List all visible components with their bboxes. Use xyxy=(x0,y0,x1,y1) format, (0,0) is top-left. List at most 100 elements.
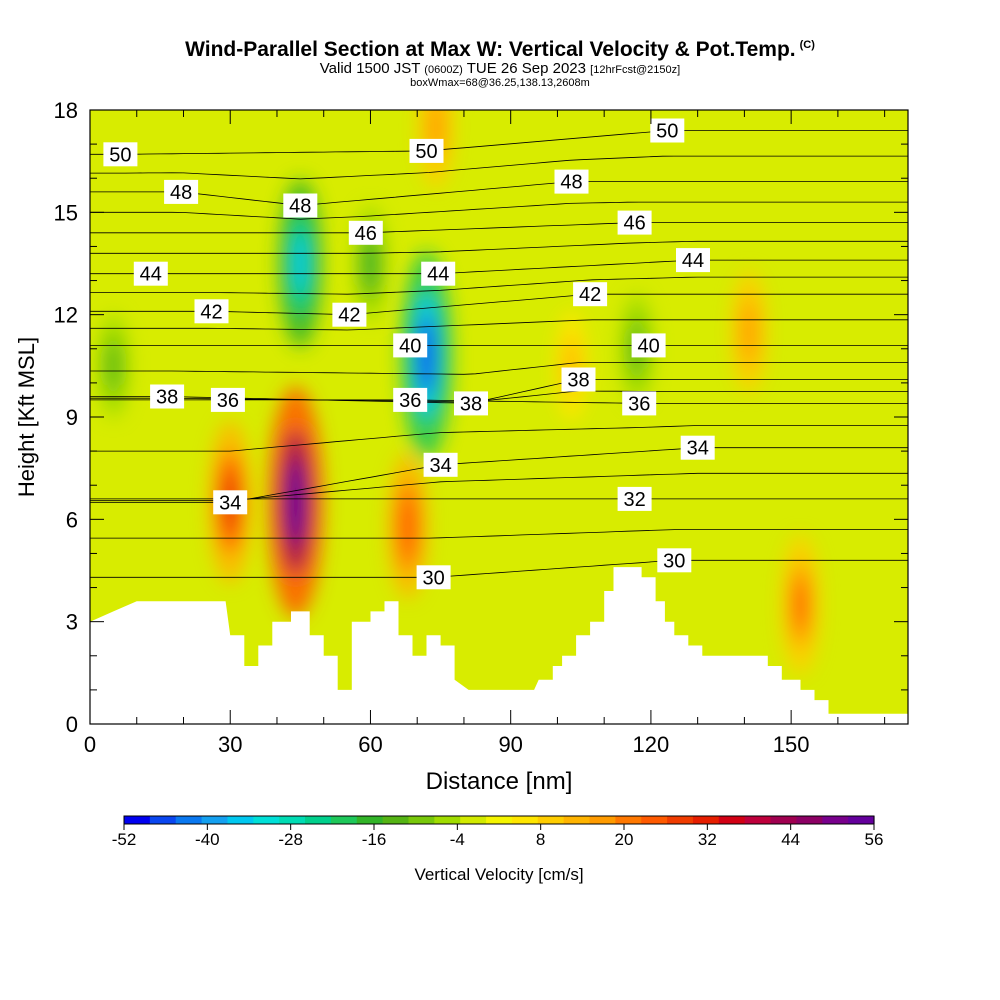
contour-label-box xyxy=(617,210,652,235)
downdraft-peak xyxy=(293,231,308,296)
contour-label-text: 50 xyxy=(109,144,131,166)
colorbar-swatch xyxy=(692,816,720,824)
contour-label-text: 50 xyxy=(415,141,437,163)
contour-label-box xyxy=(348,220,383,245)
contour-label-box xyxy=(283,193,318,218)
contour-label-box xyxy=(194,299,229,324)
contour-label: 42 xyxy=(573,282,608,307)
updraft-peak xyxy=(286,458,305,546)
y-tick-label: 0 xyxy=(66,712,78,737)
contour-label-text: 30 xyxy=(422,567,444,589)
contour-label-box xyxy=(393,387,428,412)
colorbar-swatch xyxy=(770,816,798,824)
y-tick-label: 6 xyxy=(66,507,78,532)
colorbar-swatch xyxy=(201,816,229,824)
y-axis-label: Height [Kft MSL] xyxy=(14,337,39,497)
contour-label-text: 44 xyxy=(682,250,704,272)
colorbar-swatch xyxy=(124,816,151,824)
contour-label: 40 xyxy=(393,333,428,358)
colorbar-swatch xyxy=(848,816,875,824)
chart-title: Wind-Parallel Section at Max W: Vertical… xyxy=(0,38,1000,62)
colorbar-swatch xyxy=(667,816,694,824)
contour-label: 36 xyxy=(210,387,245,412)
colorbar-tick-label: -52 xyxy=(112,830,137,849)
colorbar-swatch xyxy=(796,816,823,824)
contour-label-box xyxy=(210,387,245,412)
y-tick-label: 9 xyxy=(66,405,78,430)
y-tick-label: 12 xyxy=(54,303,78,328)
copyright-mark: (C) xyxy=(799,39,815,51)
contour-label-text: 46 xyxy=(623,213,645,235)
theta-contour xyxy=(90,155,908,180)
contour-label-text: 48 xyxy=(560,172,582,194)
x-tick-label: 90 xyxy=(498,732,522,757)
colorbar-swatch xyxy=(149,816,177,824)
contour-label-text: 44 xyxy=(427,264,449,286)
contour-label-text: 42 xyxy=(338,305,360,327)
contour-label: 48 xyxy=(164,179,199,204)
contour-label-text: 46 xyxy=(355,223,377,245)
valid-time: Valid 1500 JST xyxy=(319,60,421,77)
y-tick-label: 3 xyxy=(66,610,78,635)
colorbar-swatch xyxy=(434,816,461,824)
contour-label: 36 xyxy=(622,391,657,416)
updraft-peak xyxy=(401,498,415,554)
x-tick-label: 150 xyxy=(773,732,810,757)
theta-contour xyxy=(90,222,908,234)
contour-label-text: 50 xyxy=(656,121,678,143)
contour-label-text: 36 xyxy=(399,390,421,412)
contour-label: 30 xyxy=(657,548,692,573)
colorbar-tick-label: 32 xyxy=(698,830,717,849)
contour-label-box xyxy=(657,548,692,573)
colorbar-label: Vertical Velocity [cm/s] xyxy=(414,865,583,884)
valid-date: TUE 26 Sep 2023 xyxy=(466,60,586,77)
contour-label-box xyxy=(421,261,456,286)
contour-label-box xyxy=(423,452,458,477)
colorbar-tick-label: 20 xyxy=(615,830,634,849)
y-tick-label: 18 xyxy=(54,98,78,123)
terrain-mask xyxy=(90,567,908,724)
contour-label: 44 xyxy=(133,261,168,286)
colorbar-tick-label: 8 xyxy=(536,830,545,849)
contour-label: 38 xyxy=(454,391,488,416)
colorbar-swatch xyxy=(330,816,358,824)
contour-label: 48 xyxy=(554,169,589,194)
contour-label-text: 34 xyxy=(429,455,451,477)
contour-label-box xyxy=(622,391,657,416)
contour-label-text: 36 xyxy=(628,393,650,415)
contour-label: 32 xyxy=(617,486,652,511)
colorbar-tick-label: 44 xyxy=(781,830,800,849)
contour-label-text: 42 xyxy=(200,301,222,323)
colorbar-swatch xyxy=(382,816,410,824)
contour-label: 34 xyxy=(213,490,248,515)
contour-label: 46 xyxy=(617,210,652,235)
forecast-note: [12hrFcst@2150z] xyxy=(590,64,681,76)
colorbar: -52 -40 -28 -16 -4 8 20 32 44 56 Vertical Velocit… xyxy=(112,815,883,884)
contour-label-text: 38 xyxy=(460,393,482,415)
theta-contour xyxy=(90,259,908,275)
contour-label-text: 48 xyxy=(170,182,192,204)
contour-label: 40 xyxy=(631,333,666,358)
contour-label-box xyxy=(454,391,488,416)
colorbar-swatch xyxy=(253,816,280,824)
contour-label: 38 xyxy=(561,367,596,392)
contour-label-text: 42 xyxy=(579,284,601,306)
theta-contour-labels: 50 50 50 48 48 48 46 46 44 44 44 42 42 42 40 40 38 38 38 36… xyxy=(103,118,715,590)
colorbar-swatch xyxy=(589,816,616,824)
contour-label: 36 xyxy=(393,387,428,412)
colorbar-tick-label: -4 xyxy=(450,830,465,849)
contour-label: 38 xyxy=(150,384,185,409)
contour-label-box xyxy=(103,142,138,167)
colorbar-swatch xyxy=(511,816,539,824)
downdraft-peak xyxy=(364,241,377,286)
x-axis-label: Distance [nm] xyxy=(426,768,573,795)
valid-utc: (0600Z) xyxy=(424,64,463,76)
colorbar-swatch xyxy=(486,816,513,824)
contour-label-text: 36 xyxy=(217,390,239,412)
contour-label-text: 34 xyxy=(219,492,241,514)
downdraft-peak xyxy=(108,346,119,386)
contour-label-box xyxy=(676,248,710,273)
colorbar-swatch xyxy=(822,816,849,824)
theta-contour xyxy=(90,425,908,452)
